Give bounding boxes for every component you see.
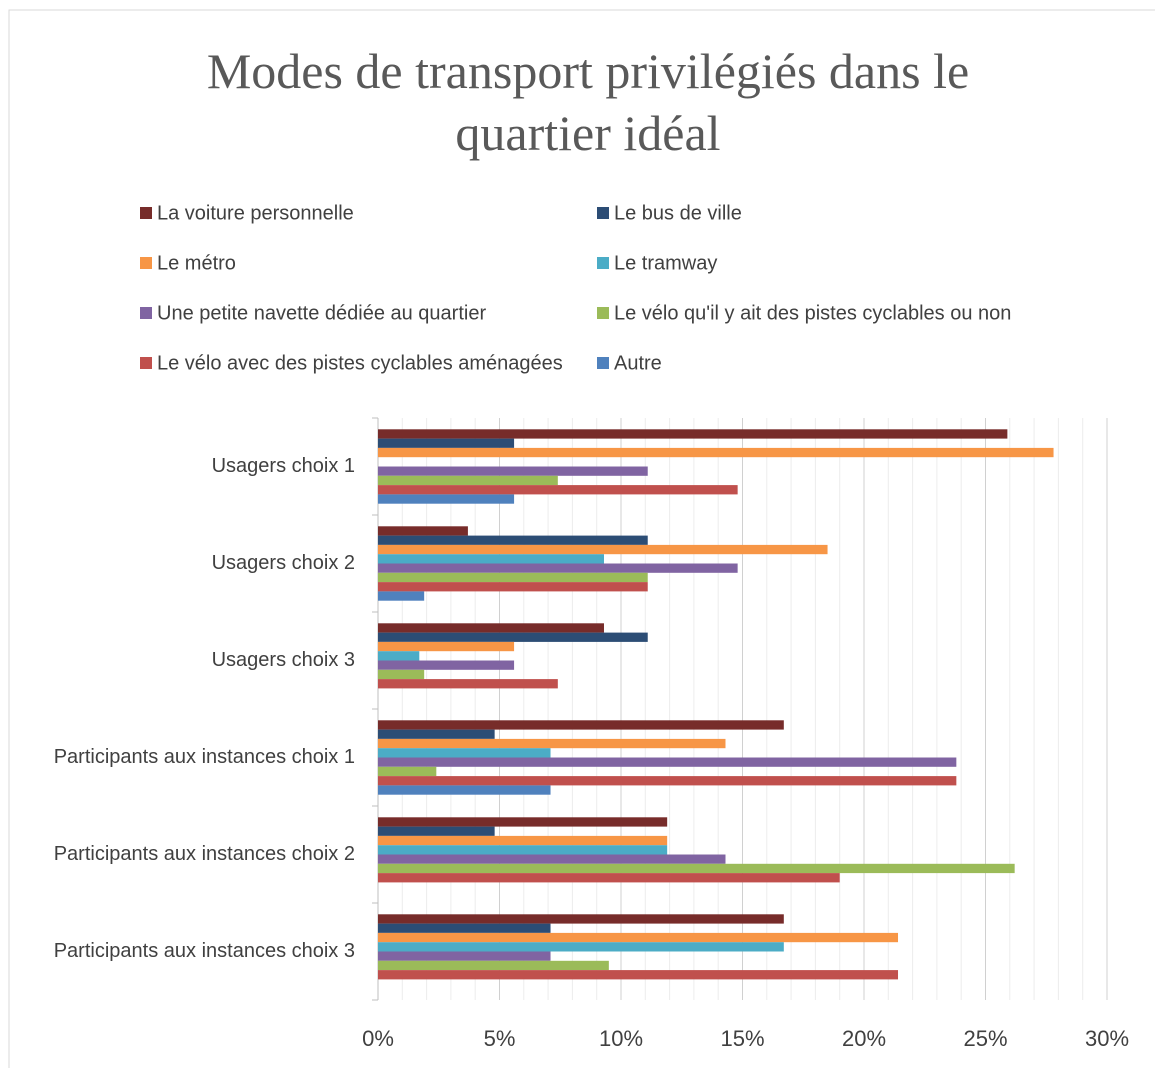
bar bbox=[378, 766, 437, 777]
bar bbox=[378, 475, 558, 486]
bar bbox=[378, 817, 668, 827]
legend-label: Le bus de ville bbox=[614, 202, 742, 224]
legend-label: Autre bbox=[614, 352, 662, 374]
y-tick-label: Participants aux instances choix 1 bbox=[54, 746, 355, 768]
bar bbox=[378, 720, 784, 730]
y-tick-label: Usagers choix 1 bbox=[212, 455, 355, 477]
bar bbox=[378, 554, 604, 564]
bar bbox=[378, 632, 648, 642]
bar bbox=[378, 660, 515, 670]
bar bbox=[378, 826, 495, 836]
legend-swatch bbox=[140, 207, 152, 219]
bar bbox=[378, 970, 899, 980]
bar bbox=[378, 873, 840, 883]
legend-swatch bbox=[140, 307, 152, 319]
y-tick-label: Participants aux instances choix 2 bbox=[54, 843, 355, 865]
x-tick-label: 0% bbox=[362, 1026, 394, 1051]
legend-swatch bbox=[140, 257, 152, 269]
legend-label: Une petite navette dédiée au quartier bbox=[157, 302, 486, 324]
legend-label: Le métro bbox=[157, 252, 236, 274]
x-tick-label: 10% bbox=[599, 1026, 643, 1051]
bar bbox=[378, 535, 648, 545]
bar bbox=[378, 951, 551, 961]
bar bbox=[378, 563, 738, 573]
bar bbox=[378, 748, 551, 758]
bar bbox=[378, 582, 648, 592]
legend-swatch bbox=[597, 257, 609, 269]
bar bbox=[378, 544, 828, 555]
bar bbox=[378, 960, 609, 971]
legend-label: Le tramway bbox=[614, 252, 717, 274]
bar bbox=[378, 679, 558, 689]
bar bbox=[378, 854, 726, 864]
legend-swatch bbox=[597, 207, 609, 219]
bar bbox=[378, 738, 726, 749]
y-tick-label: Usagers choix 2 bbox=[212, 552, 355, 574]
x-tick-label: 5% bbox=[484, 1026, 516, 1051]
bar bbox=[378, 729, 495, 739]
bar bbox=[378, 526, 468, 536]
x-tick-label: 25% bbox=[963, 1026, 1007, 1051]
legend-swatch bbox=[597, 307, 609, 319]
bar bbox=[378, 572, 648, 583]
bar bbox=[378, 623, 604, 633]
x-tick-label: 30% bbox=[1085, 1026, 1129, 1051]
x-tick-label: 20% bbox=[842, 1026, 886, 1051]
legend-swatch bbox=[597, 357, 609, 369]
bar bbox=[378, 494, 515, 504]
bar bbox=[378, 641, 515, 652]
bar bbox=[378, 942, 784, 952]
chart-border bbox=[8, 9, 1155, 1068]
bar bbox=[378, 914, 784, 924]
x-tick-label: 15% bbox=[720, 1026, 764, 1051]
bar bbox=[378, 785, 551, 795]
bar bbox=[378, 447, 1054, 458]
legend-label: Le vélo avec des pistes cyclables aménag… bbox=[157, 352, 563, 374]
bar bbox=[378, 932, 899, 943]
bar bbox=[378, 863, 1015, 874]
y-tick-label: Participants aux instances choix 3 bbox=[54, 940, 355, 962]
bar bbox=[378, 835, 668, 846]
bar bbox=[378, 429, 1008, 439]
bar bbox=[378, 466, 648, 476]
bar bbox=[378, 485, 738, 495]
legend-swatch bbox=[140, 357, 152, 369]
bar bbox=[378, 845, 668, 855]
bar bbox=[378, 776, 957, 786]
bar bbox=[378, 651, 420, 661]
bar bbox=[378, 669, 425, 680]
bar bbox=[378, 438, 515, 448]
bar bbox=[378, 757, 957, 767]
bar bbox=[378, 923, 551, 933]
y-tick-label: Usagers choix 3 bbox=[212, 649, 355, 671]
bar bbox=[378, 591, 425, 601]
legend-label: Le vélo qu'il y ait des pistes cyclables… bbox=[614, 302, 1011, 324]
legend-label: La voiture personnelle bbox=[157, 202, 354, 224]
chart-title: Modes de transport privilégiés dans le q… bbox=[206, 43, 970, 161]
